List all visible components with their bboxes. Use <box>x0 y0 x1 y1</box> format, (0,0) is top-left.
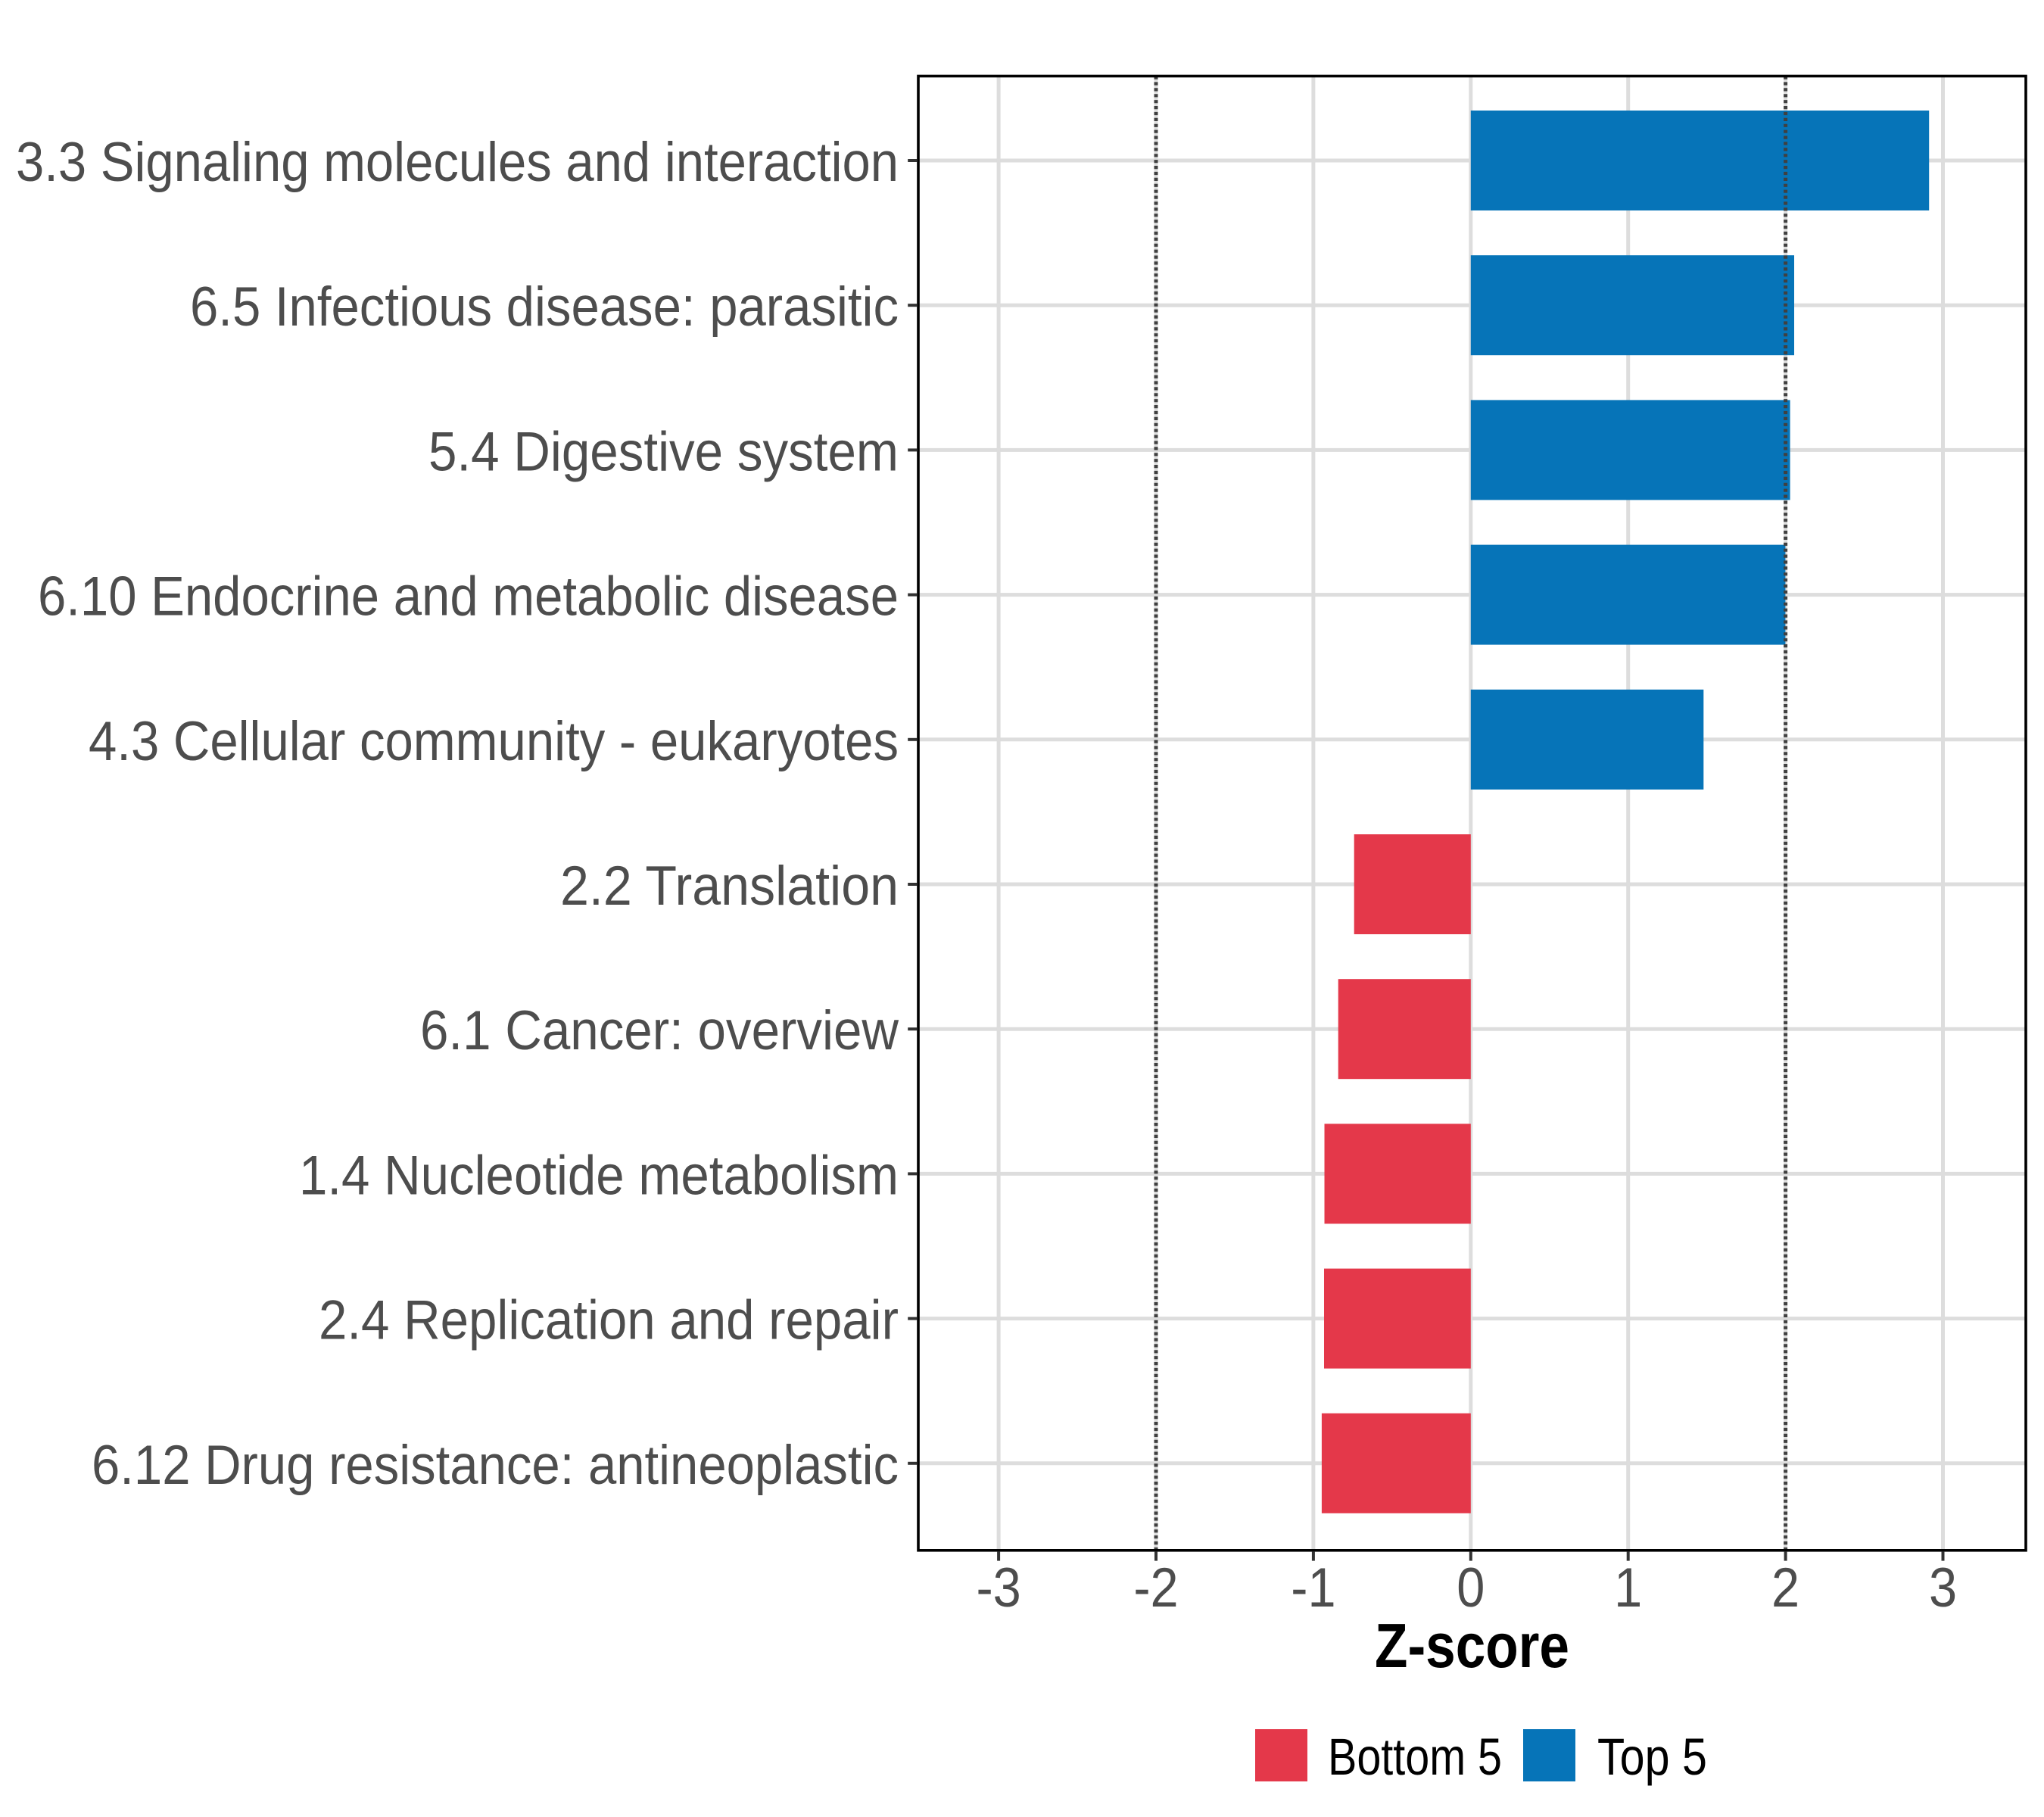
svg-text:0: 0 <box>1457 1557 1485 1619</box>
svg-text:2: 2 <box>1771 1557 1799 1619</box>
svg-text:2.2 Translation: 2.2 Translation <box>560 856 899 917</box>
svg-text:Top 5: Top 5 <box>1597 1728 1707 1786</box>
svg-text:6.10 Endocrine and metabolic d: 6.10 Endocrine and metabolic disease <box>38 566 899 628</box>
svg-text:6.12 Drug resistance: antineop: 6.12 Drug resistance: antineoplastic <box>92 1435 899 1496</box>
svg-text:-3: -3 <box>976 1557 1020 1619</box>
svg-text:-2: -2 <box>1133 1557 1178 1619</box>
svg-text:1: 1 <box>1614 1557 1642 1619</box>
svg-text:Z-score: Z-score <box>1375 1610 1569 1681</box>
svg-text:3: 3 <box>1929 1557 1957 1619</box>
svg-text:6.5 Infectious disease: parasi: 6.5 Infectious disease: parasitic <box>190 276 899 338</box>
svg-text:2.4 Replication and repair: 2.4 Replication and repair <box>319 1290 899 1351</box>
svg-text:4.3 Cellular community - eukar: 4.3 Cellular community - eukaryotes <box>89 711 899 772</box>
svg-text:-1: -1 <box>1291 1557 1335 1619</box>
svg-text:5.4 Digestive system: 5.4 Digestive system <box>428 421 899 482</box>
svg-text:6.1 Cancer: overview: 6.1 Cancer: overview <box>420 1000 899 1061</box>
svg-text:Bottom 5: Bottom 5 <box>1328 1728 1502 1786</box>
svg-text:1.4 Nucleotide metabolism: 1.4 Nucleotide metabolism <box>299 1145 899 1206</box>
svg-text:3.3 Signaling molecules and in: 3.3 Signaling molecules and interaction <box>16 132 899 193</box>
